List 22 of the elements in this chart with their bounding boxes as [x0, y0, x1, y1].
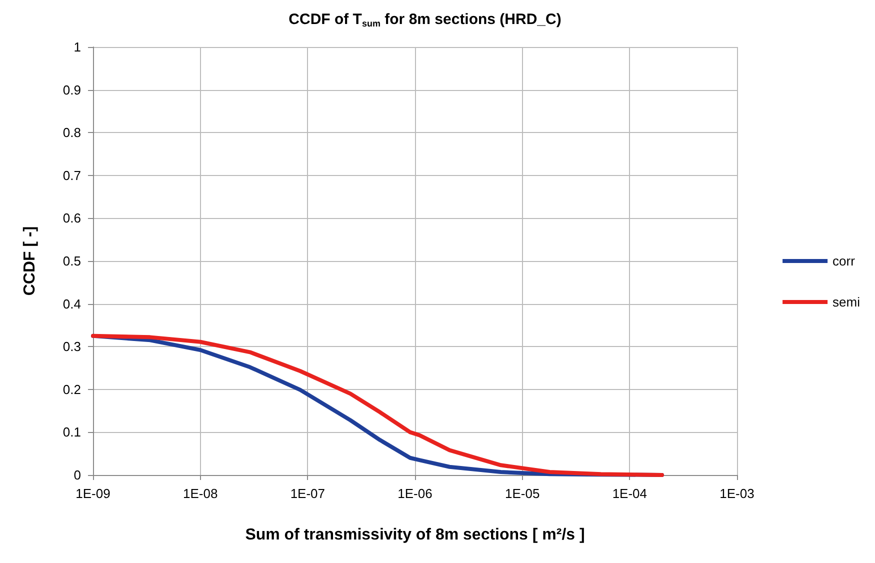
x-axis-title: Sum of transmissivity of 8m sections [ m²/s ]	[245, 526, 585, 544]
y-tick-label: 0	[74, 468, 81, 482]
y-tick-label: 0.6	[62, 210, 81, 226]
x-tick-label: 1E-05	[504, 486, 540, 501]
x-tick-label: 1E-06	[398, 486, 432, 501]
y-tick-label: 0.8	[62, 125, 81, 140]
x-tick-label: 1E-09	[76, 486, 110, 501]
legend-label: semi	[832, 294, 860, 310]
x-tick-label: 1E-08	[182, 486, 218, 501]
y-tick-label: 1	[74, 40, 81, 54]
y-tick-label: 0.1	[62, 424, 81, 440]
x-tick-label: 1E-03	[720, 486, 754, 501]
y-tick-label: 0.7	[62, 168, 81, 183]
y-tick-label: 0.9	[62, 82, 81, 98]
y-tick-label: 0.2	[62, 382, 81, 397]
y-axis-title: CCDF [ -]	[22, 226, 38, 296]
y-tick-label: 0.5	[62, 254, 81, 268]
x-tick-label: 1E-04	[612, 486, 648, 501]
x-tick-label: 1E-07	[290, 486, 326, 501]
y-tick-label: 0.3	[62, 339, 81, 354]
legend-label: corr	[832, 254, 856, 268]
y-tick-label: 0.4	[62, 296, 81, 312]
